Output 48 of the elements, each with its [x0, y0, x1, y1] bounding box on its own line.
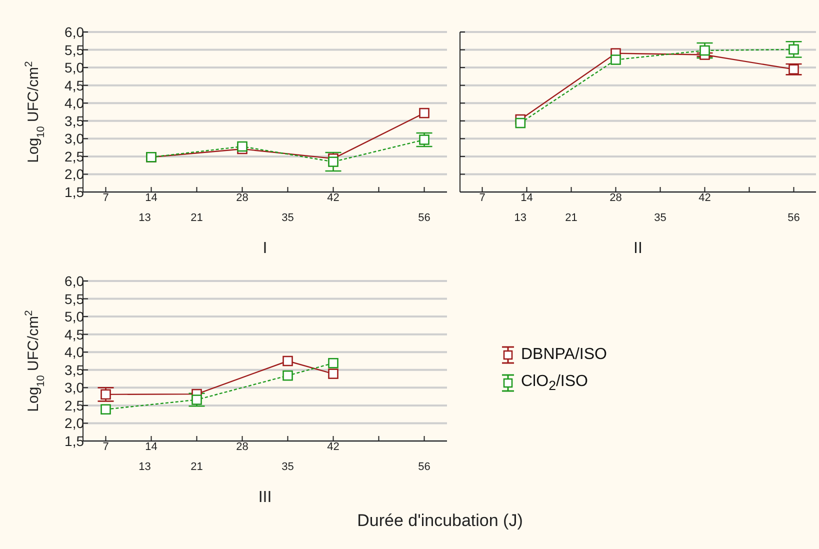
legend-label: DBNPA/ISO: [521, 346, 607, 364]
x-tick-label: 42: [698, 192, 711, 204]
x2-tick-label: 21: [190, 461, 203, 473]
x-tick-label: 28: [610, 192, 622, 204]
point: [515, 118, 526, 128]
y-tick-label: 1,5: [64, 184, 84, 200]
text: III: [258, 489, 272, 506]
point: [328, 358, 338, 368]
x2-tick-label: 35: [654, 212, 666, 224]
x2-tick-label: 13: [138, 212, 151, 224]
x2-tick-label: 56: [418, 212, 430, 224]
x-tick-label: 14: [145, 192, 158, 204]
x2-tick-label: 13: [138, 461, 151, 473]
legend-label: ClO$_{2}$/ISO: [521, 372, 588, 394]
text: II: [634, 240, 642, 257]
x-tick-label: 28: [236, 441, 248, 453]
point: [192, 394, 202, 405]
y-tick-label: 1,5: [64, 433, 84, 449]
point: [237, 141, 248, 152]
x-tick-label: 7: [479, 192, 486, 204]
point: [282, 356, 293, 366]
point: [700, 45, 710, 56]
point: [788, 44, 799, 55]
point: [610, 54, 621, 65]
x-tick-label: 42: [327, 441, 340, 453]
x2-tick-label: 56: [418, 461, 430, 473]
point: [100, 389, 111, 400]
point: [100, 404, 111, 415]
x-axis-title: Durée d'incubation (J): [357, 511, 523, 530]
x-tick-label: 42: [327, 192, 340, 204]
x2-tick-label: 35: [282, 461, 294, 473]
x2-tick-label: 56: [788, 212, 800, 224]
point: [419, 134, 430, 145]
point: [328, 156, 338, 167]
x-tick-label: 28: [236, 192, 248, 204]
x2-tick-label: 21: [190, 212, 203, 224]
x-tick-label: 14: [145, 441, 158, 453]
x2-tick-label: 21: [565, 212, 578, 224]
x-tick-label: 7: [102, 192, 109, 204]
x2-tick-label: 13: [514, 212, 527, 224]
point: [328, 368, 338, 379]
x2-tick-label: 35: [282, 212, 294, 224]
x-tick-label: 14: [520, 192, 533, 204]
text: I: [262, 240, 268, 257]
point: [282, 370, 293, 381]
point: [788, 64, 799, 74]
x-tick-label: 7: [102, 441, 109, 453]
point: [419, 108, 430, 118]
